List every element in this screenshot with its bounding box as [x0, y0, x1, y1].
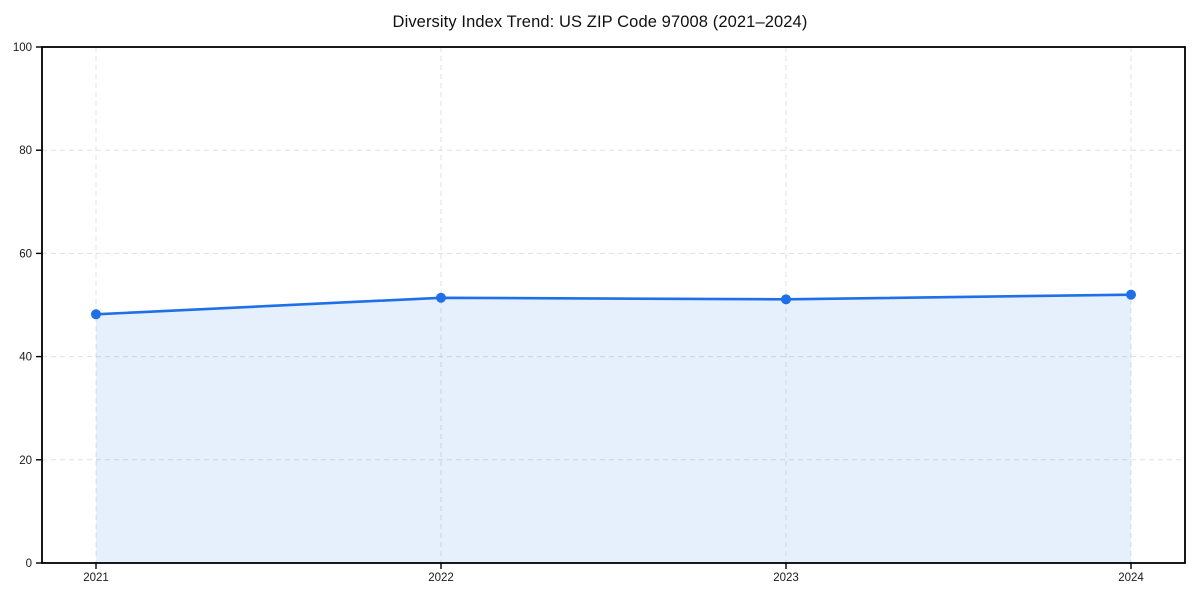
plot-border: [41, 46, 1186, 564]
x-tick-label-2023: 2023: [773, 572, 799, 584]
data-point-2024: [1126, 289, 1136, 300]
data-point-2022: [436, 292, 446, 303]
x-tick-label-2021: 2021: [83, 572, 109, 584]
x-tick-label-2024: 2024: [1118, 572, 1144, 584]
chart-title: Diversity Index Trend: US ZIP Code 97008…: [392, 13, 808, 31]
data-point-2023: [781, 294, 791, 305]
area-fill: [96, 294, 1131, 563]
y-tick-label-100: 100: [13, 42, 32, 54]
y-tick-label-80: 80: [19, 145, 32, 157]
y-tick-label-60: 60: [19, 248, 32, 260]
data-point-2021: [91, 309, 101, 320]
y-tick-label-0: 0: [26, 558, 32, 570]
y-tick-label-20: 20: [19, 455, 32, 467]
y-tick-label-40: 40: [19, 352, 32, 364]
plot-background: [42, 47, 1185, 563]
x-tick-label-2022: 2022: [428, 572, 454, 584]
trend-line: [94, 293, 1133, 316]
